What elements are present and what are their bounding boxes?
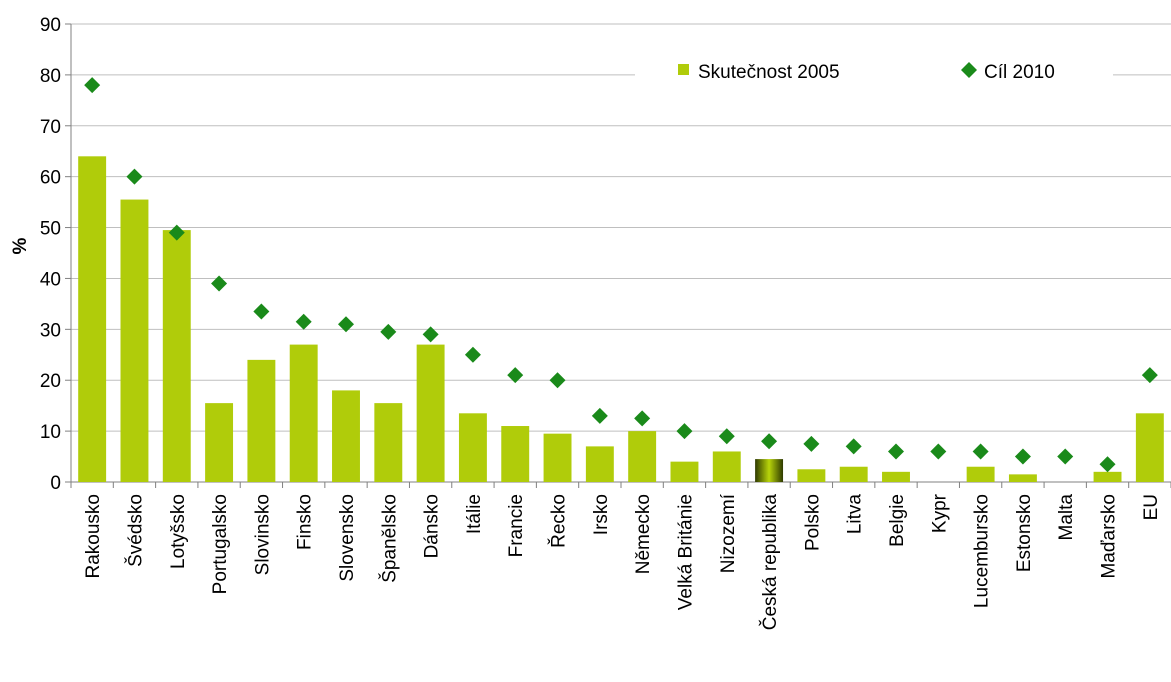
y-tick-label: 40 — [40, 269, 61, 290]
x-tick-label: Španělsko — [378, 494, 400, 583]
marker-0 — [84, 77, 101, 94]
bar-7 — [374, 403, 403, 482]
bar-24 — [1093, 471, 1122, 482]
legend-label-bars: Skutečnost 2005 — [698, 62, 840, 83]
marker-15 — [718, 428, 735, 445]
bar-21 — [966, 466, 995, 482]
x-tick-label: Itálie — [464, 494, 485, 534]
x-tick-label: Litva — [845, 494, 866, 535]
legend-swatch-bars — [678, 64, 689, 75]
x-tick-label: Švédsko — [124, 494, 146, 567]
x-tick-label: Malta — [1056, 494, 1077, 541]
bar-15 — [712, 451, 741, 482]
marker-2 — [168, 224, 185, 241]
bar-14 — [670, 461, 699, 482]
marker-20 — [930, 443, 947, 460]
legend-label-markers: Cíl 2010 — [984, 62, 1055, 83]
bar-12 — [585, 446, 614, 482]
x-tick-label: Německo — [633, 494, 654, 574]
y-axis-label: % — [10, 237, 31, 254]
marker-23 — [1057, 448, 1074, 465]
x-tick-label: Estonsko — [1014, 494, 1035, 572]
marker-7 — [380, 323, 397, 340]
marker-19 — [888, 443, 904, 460]
y-tick-label: 50 — [40, 219, 61, 240]
marker-4 — [253, 303, 270, 320]
x-tick-label: Nizozemí — [718, 493, 739, 573]
x-tick-label: Dánsko — [422, 494, 443, 558]
marker-21 — [972, 443, 989, 460]
bar-11 — [543, 433, 572, 482]
marker-18 — [845, 438, 862, 455]
y-tick-label: 10 — [40, 422, 61, 443]
bar-1 — [120, 199, 149, 483]
x-tick-label: Rakousko — [83, 494, 104, 579]
x-tick-label: Francie — [506, 494, 527, 557]
x-tick-label: Maďarsko — [1099, 494, 1120, 579]
bar-25 — [1135, 413, 1164, 482]
y-tick-label: 80 — [40, 66, 61, 87]
legend-marker-diamond — [961, 62, 977, 78]
x-tick-label: Polsko — [802, 494, 823, 551]
y-tick-label: 70 — [40, 117, 61, 138]
bars-series — [78, 156, 1164, 483]
x-tick-label: Velká Británie — [675, 494, 696, 610]
bar-6 — [332, 390, 360, 482]
y-tick-label: 90 — [40, 15, 61, 36]
bar-8 — [416, 344, 445, 482]
x-tick-label: EU — [1141, 494, 1162, 520]
marker-25 — [1141, 367, 1158, 384]
x-tick-label: Finsko — [295, 494, 316, 550]
x-tick-label: Irsko — [591, 494, 612, 535]
marker-10 — [507, 367, 524, 384]
bar-0 — [78, 156, 107, 483]
x-tick-label: Portugalsko — [210, 494, 231, 594]
marker-17 — [803, 435, 820, 452]
marker-6 — [338, 316, 354, 333]
bar-4 — [247, 359, 276, 482]
x-tick-label: Lotyšsko — [168, 494, 189, 569]
x-tick-label: Řecko — [548, 494, 570, 548]
bar-22 — [1008, 474, 1037, 482]
marker-16 — [761, 433, 778, 450]
marker-22 — [1014, 448, 1031, 465]
marker-8 — [422, 326, 439, 343]
legend-background — [635, 48, 1113, 100]
bar-17 — [797, 469, 826, 482]
bar-16 — [755, 459, 784, 482]
marker-13 — [634, 410, 651, 427]
bar-19 — [882, 471, 910, 482]
y-tick-label: 60 — [40, 168, 61, 189]
bar-9 — [458, 413, 487, 482]
marker-5 — [295, 313, 312, 330]
x-tick-label: Slovensko — [337, 494, 358, 582]
y-tick-label: 0 — [50, 473, 61, 494]
marker-12 — [591, 407, 608, 424]
x-tick-label: Česká republika — [759, 494, 781, 631]
markers-series — [84, 77, 1158, 473]
y-tick-label: 20 — [40, 371, 61, 392]
bar-3 — [205, 403, 234, 482]
marker-11 — [549, 372, 566, 389]
tick-labels: 0 10 20 30 40 50 60 70 80 90 Rakousko Švédsko Lotyšs… — [40, 15, 1162, 630]
bar-5 — [289, 344, 318, 482]
marker-3 — [211, 275, 228, 292]
bar-13 — [628, 431, 657, 482]
marker-9 — [464, 346, 481, 363]
marker-1 — [126, 168, 143, 185]
bar-10 — [501, 426, 530, 482]
legend: Skutečnost 2005 Cíl 2010 — [635, 48, 1113, 100]
bar-18 — [839, 466, 868, 482]
marker-24 — [1099, 456, 1116, 473]
bar-2 — [162, 230, 191, 482]
x-tick-label: Slovinsko — [252, 494, 273, 575]
marker-14 — [676, 423, 693, 440]
x-tick-label: Kypr — [929, 493, 950, 533]
y-tick-label: 30 — [40, 320, 61, 341]
x-tick-label: Belgie — [887, 494, 908, 547]
x-tick-label: Lucembursko — [972, 494, 993, 608]
